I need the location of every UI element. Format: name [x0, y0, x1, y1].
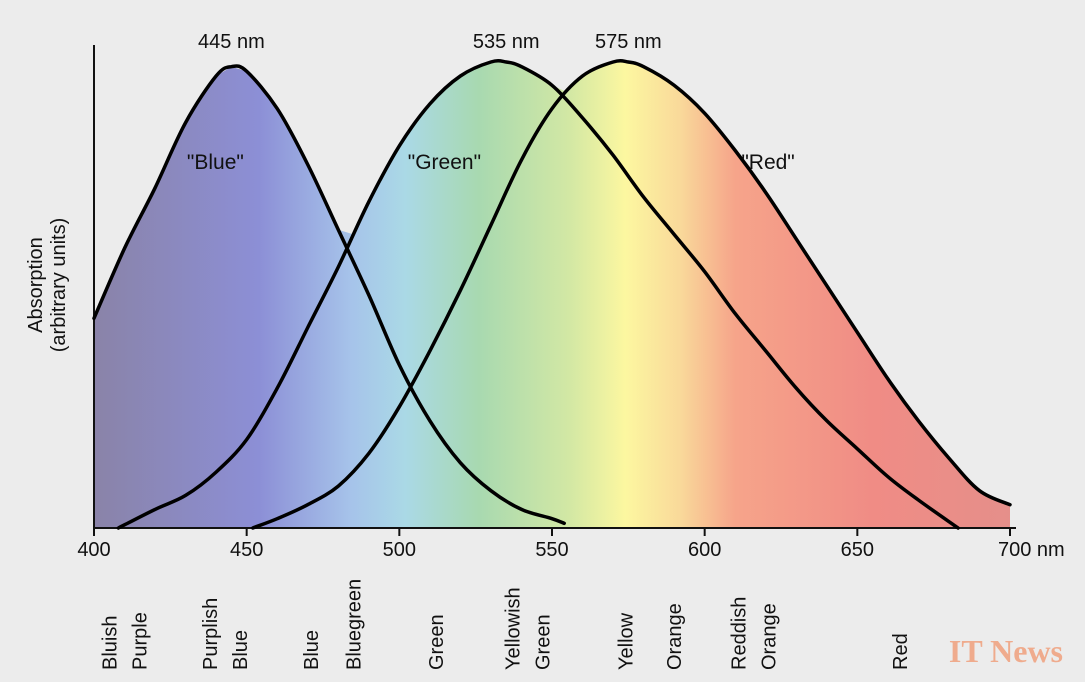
color-name-label: Purplish Blue: [200, 598, 252, 670]
y-axis-label-line-2: (arbitrary units): [48, 217, 70, 353]
absorption-curve-2: [251, 59, 1012, 530]
y-axis-label-line-1: Absorption: [25, 237, 47, 333]
color-name-label: Yellowish Green: [503, 587, 555, 670]
color-name-label: Reddish Orange: [729, 597, 781, 670]
color-name-line: Yellowish: [503, 587, 525, 670]
color-name-label: Bluish Purple: [100, 612, 152, 670]
color-name-line: Red: [890, 633, 912, 670]
color-name-line: Green: [426, 614, 448, 670]
color-name-label: Red: [890, 633, 912, 670]
peak-label: 575 nm: [595, 31, 662, 53]
color-name-line: Purplish: [200, 598, 222, 670]
x-tick-label: 700 nm: [998, 539, 1065, 561]
curve-label: "Red": [741, 151, 794, 174]
x-tick-label: 650: [841, 539, 874, 561]
color-name-line: Yellow: [615, 612, 637, 670]
spectrum-fill: [94, 62, 1010, 528]
color-name-line: Green: [533, 614, 555, 670]
color-name-label: Yellow: [615, 612, 637, 670]
peak-label: 445 nm: [198, 31, 265, 53]
peak-label: 535 nm: [473, 31, 540, 53]
x-tick-label: 400: [77, 539, 110, 561]
x-tick-label: 500: [383, 539, 416, 561]
curve-label: "Green": [408, 151, 481, 174]
color-name-line: Purple: [130, 612, 152, 670]
color-name-label: Green: [426, 614, 448, 670]
absorption-curve-0: [92, 64, 566, 526]
absorption-curve-1: [116, 59, 960, 530]
color-name-line: Orange: [664, 603, 686, 670]
color-name-line: Blue: [230, 630, 252, 670]
curve-label: "Blue": [187, 151, 244, 174]
color-name-label: Bluegreen: [344, 579, 366, 670]
watermark-logo: IT News: [948, 633, 1063, 669]
color-name-line: Blue: [301, 630, 323, 670]
color-name-line: Reddish: [729, 597, 751, 670]
color-name-label: Orange: [664, 603, 686, 670]
x-tick-label: 600: [688, 539, 721, 561]
color-name-label: Blue: [301, 630, 323, 670]
color-name-line: Orange: [759, 603, 781, 670]
x-tick-label: 550: [535, 539, 568, 561]
color-name-line: Bluegreen: [344, 579, 366, 670]
color-name-line: Bluish: [100, 616, 122, 670]
y-axis-label: Absorption (arbitrary units): [16, 160, 80, 410]
x-tick-label: 450: [230, 539, 263, 561]
